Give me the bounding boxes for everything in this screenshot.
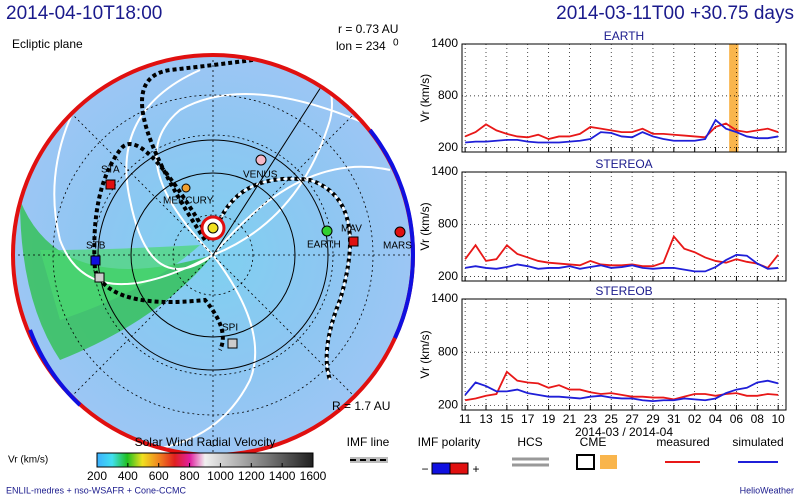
- legend-label: HCS: [517, 435, 542, 449]
- x-tick-label: 21: [563, 412, 577, 426]
- x-tick-label: 15: [500, 412, 514, 426]
- body-label: STA: [101, 165, 120, 176]
- body-label: EARTH: [307, 240, 341, 251]
- panel-frame: [461, 171, 787, 282]
- series-line: [464, 379, 779, 403]
- x-tick-label: 19: [542, 412, 556, 426]
- x-tick-label: 31: [667, 412, 681, 426]
- lon-sup: 0: [393, 38, 399, 49]
- footer-right: HelioWeather: [740, 485, 794, 495]
- colorbar-tick-label: 1000: [207, 469, 234, 483]
- colorbar-label: Vr (km/s): [8, 455, 48, 466]
- polar-plot: Ecliptic plane r = 0.73 AU lon = 234 0 R…: [10, 22, 416, 457]
- x-tick-label: 23: [584, 412, 598, 426]
- footer-left: ENLIL-medres + nso-WSAFR + Cone-CCMC: [6, 485, 187, 495]
- x-tick-label: 10: [771, 412, 785, 426]
- x-tick-label: 13: [479, 412, 493, 426]
- body-label: MARS: [383, 241, 412, 252]
- legend-label: IMF line: [347, 435, 390, 449]
- y-tick-label: 1400: [431, 164, 458, 178]
- body-label: MERCURY: [163, 196, 214, 207]
- body-label: VENUS: [243, 170, 278, 181]
- panel-frame: [461, 298, 787, 411]
- series-line: [464, 253, 779, 273]
- y-tick-label: 200: [438, 398, 458, 412]
- series-line: [464, 370, 779, 402]
- panel-title: EARTH: [604, 29, 644, 43]
- colorbar-tick-label: 1400: [269, 469, 296, 483]
- header-right: 2014-03-11T00 +30.75 days: [556, 3, 794, 24]
- y-tick-label: 800: [438, 216, 458, 230]
- disk-features: [15, 57, 411, 453]
- y-tick-label: 200: [438, 269, 458, 283]
- colorbar-bar: [96, 452, 314, 468]
- y-tick-label: 800: [438, 344, 458, 358]
- x-tick-label: 25: [605, 412, 619, 426]
- y-tick-label: 1400: [431, 291, 458, 305]
- y-axis-label: Vr (km/s): [418, 330, 432, 378]
- colorbar-tick-label: 1600: [300, 469, 327, 483]
- series-line: [464, 122, 779, 140]
- r-label: r = 0.73 AU: [338, 22, 398, 36]
- legend-label: +: [472, 462, 479, 476]
- legend-label: simulated: [732, 435, 783, 449]
- body-label: STB: [86, 241, 106, 252]
- panel-frame: [461, 43, 787, 153]
- panel-title: STEREOA: [595, 157, 652, 171]
- x-tick-label: 29: [646, 412, 660, 426]
- x-tick-label: 02: [688, 412, 702, 426]
- colorbar: Solar Wind Radial Velocity Vr (km/s): [8, 435, 314, 468]
- y-tick-label: 1400: [431, 36, 458, 50]
- legend: IMF line IMF polarity − + HCS CME measur…: [347, 435, 784, 476]
- colorbar-tick-label: 200: [87, 469, 107, 483]
- body-label: SPI: [222, 323, 238, 334]
- colorbar-title: Solar Wind Radial Velocity: [135, 435, 276, 449]
- x-tick-label: 06: [730, 412, 744, 426]
- series-line: [465, 118, 779, 144]
- x-axis-label: 2014-03 / 2014-04: [575, 425, 673, 439]
- colorbar-tick-label: 1200: [238, 469, 265, 483]
- x-tick-label: 27: [625, 412, 639, 426]
- series-line: [464, 234, 779, 270]
- cme-band: [729, 44, 739, 152]
- x-tick-label: 17: [521, 412, 535, 426]
- y-axis-label: Vr (km/s): [418, 202, 432, 250]
- y-tick-label: 200: [438, 140, 458, 154]
- y-axis-label: Vr (km/s): [418, 74, 432, 122]
- header-left: 2014-04-10T18:00: [6, 3, 162, 24]
- colorbar-tick-label: 400: [118, 469, 138, 483]
- legend-label: IMF polarity: [418, 435, 481, 449]
- legend-label: −: [421, 462, 428, 476]
- legend-label: measured: [656, 435, 709, 449]
- big-r-label: R = 1.7 AU: [332, 399, 390, 413]
- y-tick-label: 800: [438, 88, 458, 102]
- colorbar-tick-label: 600: [149, 469, 169, 483]
- x-tick-label: 08: [751, 412, 765, 426]
- x-tick-label: 11: [459, 412, 472, 426]
- x-tick-label: 04: [709, 412, 723, 426]
- legend-label: CME: [580, 435, 607, 449]
- lon-label: lon = 234: [336, 39, 386, 53]
- body-label: MAV: [341, 224, 362, 235]
- colorbar-tick-label: 800: [180, 469, 200, 483]
- panel-title: STEREOB: [595, 284, 652, 298]
- plane-label: Ecliptic plane: [12, 37, 83, 51]
